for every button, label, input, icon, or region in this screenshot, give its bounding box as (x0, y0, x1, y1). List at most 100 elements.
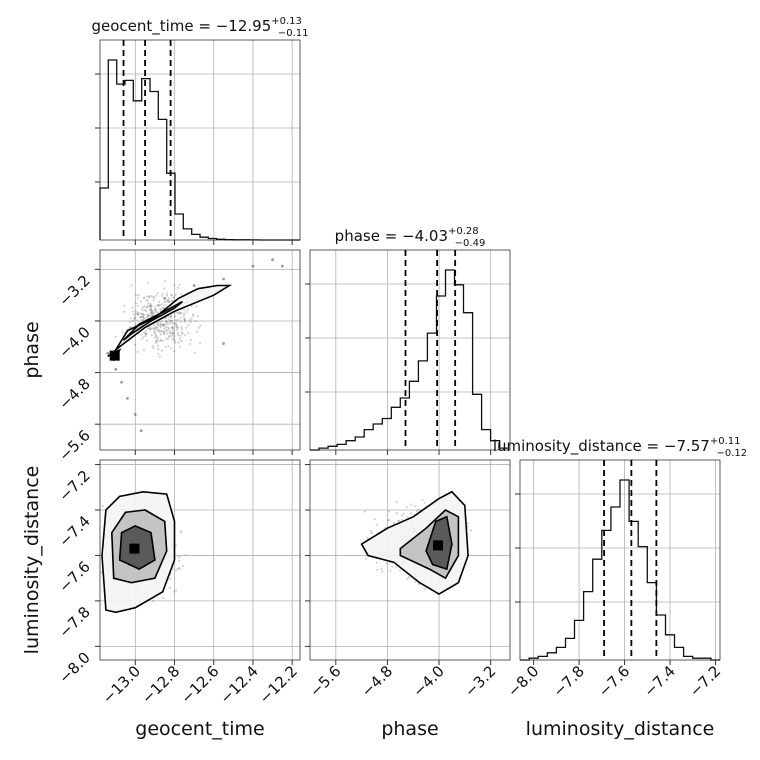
scatter-point (385, 562, 388, 565)
phase-histogram (310, 269, 509, 451)
scatter-point (182, 315, 185, 318)
scatter-point (149, 305, 152, 308)
scatter-point (172, 338, 175, 341)
scatter-point (165, 337, 168, 340)
luminosity_distance-tick-label: −7.6 (595, 662, 633, 700)
scatter-point (147, 315, 150, 318)
scatter-point (157, 336, 160, 339)
scatter-point (157, 339, 160, 343)
scatter-point (164, 300, 168, 303)
luminosity_distance-tick-label: −7.4 (55, 512, 93, 550)
scatter-point (140, 318, 143, 321)
phase-tick-label: −5.6 (55, 426, 93, 464)
scatter-point (194, 320, 197, 323)
scatter-point (137, 313, 140, 316)
scatter-point (156, 344, 159, 347)
scatter-point (170, 319, 173, 322)
scatter-point (136, 312, 139, 315)
scatter-point (158, 304, 161, 307)
scatter-point (402, 512, 405, 515)
scatter-point (400, 518, 403, 521)
scatter-point (161, 306, 164, 310)
scatter-point (143, 313, 146, 316)
scatter-point (167, 297, 171, 300)
luminosity_distance-tick-label: −7.2 (686, 662, 724, 700)
density-peak (129, 543, 140, 554)
geocent_time-tick-label: −12.4 (217, 662, 262, 707)
scatter-point (145, 309, 148, 312)
contour-line (360, 490, 469, 596)
scatter-point (165, 320, 168, 323)
scatter-point (470, 529, 473, 532)
scatter-point (143, 317, 146, 320)
scatter-point (172, 327, 175, 330)
scatter-point (160, 309, 163, 312)
scatter-point (166, 299, 170, 303)
scatter-point (143, 309, 146, 312)
scatter-point (149, 312, 153, 315)
scatter-point (280, 264, 284, 268)
scatter-point (178, 567, 181, 570)
scatter-point (222, 277, 225, 281)
scatter-point (158, 303, 161, 306)
scatter-point (162, 324, 165, 327)
scatter-point (145, 339, 148, 342)
scatter-point (155, 326, 158, 329)
scatter-point (134, 323, 137, 326)
scatter-point (165, 294, 168, 297)
scatter-point (152, 323, 155, 326)
phase-title: phase = −4.03+0.28 −0.49 (335, 226, 486, 249)
scatter-point (145, 299, 148, 302)
scatter-point (370, 529, 373, 533)
scatter-point (176, 286, 179, 289)
scatter-point (174, 319, 178, 322)
scatter-point (176, 568, 179, 571)
scatter-point (141, 312, 144, 315)
phase-tick-label: −4.0 (409, 662, 447, 700)
scatter-point (189, 320, 192, 323)
scatter-point (140, 316, 143, 319)
scatter-point (100, 571, 103, 574)
scatter-point (395, 501, 398, 504)
scatter-point (405, 506, 408, 509)
scatter-point (152, 312, 155, 315)
scatter-point (168, 322, 171, 325)
scatter-point (190, 305, 193, 308)
scatter-point (180, 531, 183, 534)
scatter-point (381, 570, 384, 573)
scatter-point (149, 302, 152, 305)
geocent_time-title: geocent_time = −12.95+0.13 −0.11 (91, 16, 308, 39)
scatter-point (169, 320, 172, 323)
scatter-point (174, 322, 177, 325)
scatter-point (178, 283, 181, 286)
geocent_time-tick-label: −12.6 (177, 662, 222, 707)
scatter-point (173, 315, 176, 318)
scatter-point (181, 565, 184, 568)
scatter-point (131, 310, 135, 313)
scatter-point (134, 312, 137, 315)
scatter-point (185, 326, 188, 329)
scatter-point (162, 323, 165, 326)
scatter-point (176, 311, 179, 314)
scatter-point (136, 313, 140, 316)
scatter-point (176, 331, 179, 334)
scatter-point (198, 326, 201, 329)
scatter-point (172, 334, 175, 337)
scatter-point (410, 512, 413, 515)
scatter-point (178, 556, 181, 559)
scatter-point (149, 305, 152, 308)
scatter-point (174, 293, 177, 296)
scatter-point (166, 338, 169, 341)
scatter-point (171, 319, 174, 322)
scatter-point (151, 309, 154, 312)
scatter-point (138, 293, 141, 297)
scatter-point (173, 339, 176, 342)
scatter-point (114, 367, 118, 371)
scatter-point (408, 576, 411, 579)
scatter-point (163, 323, 167, 326)
scatter-point (173, 336, 176, 339)
scatter-point (133, 318, 136, 321)
scatter-point (199, 342, 202, 345)
scatter-point (146, 281, 149, 284)
scatter-point (156, 322, 159, 325)
